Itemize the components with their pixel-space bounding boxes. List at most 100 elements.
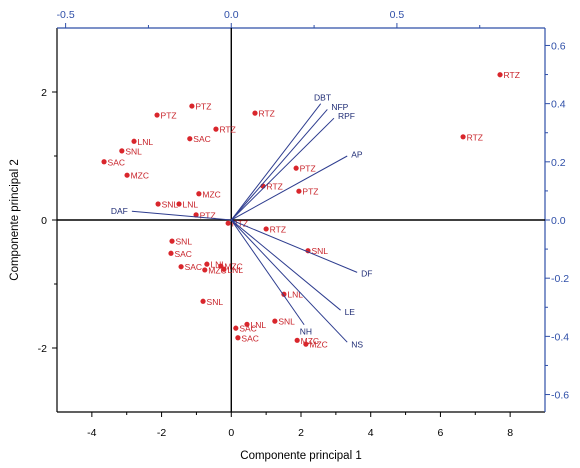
score-label-36: MZC: [309, 340, 327, 350]
loading-label-dbt: DBT: [314, 92, 331, 102]
score-label-29: LNL: [287, 290, 303, 300]
score-point-21: [169, 238, 175, 244]
score-point-16: [155, 201, 161, 207]
score-point-14: [296, 188, 302, 194]
score-point-26: [202, 267, 208, 273]
right-axis-tick-label-1: -0.4: [551, 331, 569, 343]
score-label-22: SAC: [174, 249, 191, 259]
top-axis-tick-label-1: 0.0: [224, 9, 239, 21]
bottom-axis-tick-label-3: 2: [298, 427, 304, 439]
score-point-34: [235, 335, 241, 341]
score-point-7: [187, 136, 193, 142]
bottom-axis-tick-label-6: 8: [507, 427, 513, 439]
loading-vector-rpf: [230, 117, 335, 221]
score-point-30: [200, 298, 206, 304]
right-axis-tick-label-6: 0.6: [551, 40, 566, 52]
loading-label-le: LE: [345, 307, 356, 317]
score-label-30: SNL: [207, 297, 224, 307]
score-point-33: [233, 325, 239, 331]
score-label-9: SNL: [125, 146, 142, 156]
score-point-1: [497, 72, 503, 78]
score-label-35: MZC: [301, 336, 319, 346]
score-label-24: SAC: [185, 262, 202, 272]
score-point-11: [124, 172, 130, 178]
right-axis-tick-label-4: 0.2: [551, 157, 566, 169]
top-axis-tick-label-0: -0.5: [57, 9, 75, 21]
score-point-8: [131, 138, 137, 144]
loading-vector-le: [230, 219, 341, 311]
bottom-axis-tick-label-4: 4: [368, 427, 374, 439]
y-axis-title: Componente principal 2: [9, 159, 21, 280]
score-label-7: SAC: [193, 134, 210, 144]
left-axis-tick-label-2: 2: [41, 87, 47, 99]
score-label-17: LNL: [183, 200, 199, 210]
score-label-8: LNL: [138, 137, 154, 147]
score-point-5: [154, 112, 160, 118]
loading-vector-nfp: [230, 109, 328, 221]
score-label-16: SNL: [162, 200, 179, 210]
score-label-27: MZC: [224, 262, 242, 272]
score-label-6: RTZ: [219, 125, 235, 135]
loading-vector-ns: [230, 219, 348, 343]
loading-label-nfp: NFP: [331, 102, 348, 112]
loading-label-ap: AP: [351, 150, 363, 160]
score-point-9: [119, 148, 125, 154]
loading-label-nh: NH: [300, 326, 312, 336]
top-axis-tick-label-2: 0.5: [390, 9, 405, 21]
score-point-4: [189, 103, 195, 109]
loading-label-rpf: RPF: [338, 111, 355, 121]
loading-label-df: DF: [361, 269, 372, 279]
loading-vector-df: [231, 219, 358, 273]
bottom-axis-tick-label-0: -4: [87, 427, 96, 439]
score-label-1: RTZ: [504, 70, 520, 80]
left-axis-tick-label-1: 0: [41, 215, 47, 227]
score-label-28: LNL: [227, 265, 243, 275]
score-label-12: PTZ: [300, 164, 316, 174]
loading-vector-ap: [231, 155, 348, 221]
score-point-6: [213, 126, 219, 132]
score-point-18: [193, 212, 199, 218]
score-point-25: [204, 261, 210, 267]
score-point-10: [101, 159, 107, 165]
score-label-3: RTZ: [258, 109, 274, 119]
right-axis-tick-label-2: -0.2: [551, 273, 569, 285]
left-axis-tick-label-0: -2: [38, 343, 47, 355]
score-label-31: SNL: [278, 317, 295, 327]
score-point-31: [272, 318, 278, 324]
score-label-11: MZC: [131, 171, 149, 181]
loading-vector-daf: [131, 210, 232, 221]
score-label-5: PTZ: [161, 111, 177, 121]
score-point-3: [252, 110, 258, 116]
score-point-17: [176, 201, 182, 207]
score-label-13: RTZ: [267, 182, 283, 192]
axes-layer: -4 -2 0 2 4 6 8 -2 0 2 -0.5 0.0 0.5 -0.6 -0.4 -0.2 0.0 0.…: [38, 9, 570, 439]
score-point-36: [303, 341, 309, 347]
score-point-28: [221, 266, 227, 272]
score-label-32: LNL: [250, 320, 266, 330]
score-point-27: [218, 263, 224, 269]
score-label-25: LNL: [210, 260, 226, 270]
score-label-10: SAC: [108, 157, 125, 167]
score-label-14: PTZ: [302, 187, 318, 197]
loading-vector-dbt: [230, 103, 322, 221]
loading-label-ns: NS: [351, 339, 363, 349]
loading-vector-nh: [230, 219, 305, 326]
x-axis-title: Componente principal 1: [240, 450, 361, 462]
score-label-33: SAC: [239, 324, 256, 334]
right-axis-tick-label-3: 0.0: [551, 215, 566, 227]
score-point-24: [178, 264, 184, 270]
score-point-20: [263, 226, 269, 232]
score-label-34: SAC: [241, 333, 258, 343]
score-label-18: PTZ: [200, 210, 216, 220]
loading-label-daf: DAF: [111, 206, 128, 216]
score-label-23: SNL: [311, 246, 328, 256]
score-point-19: [225, 220, 231, 226]
score-label-26: MZC: [208, 265, 226, 275]
score-label-4: PTZ: [195, 102, 211, 112]
score-point-12: [293, 165, 299, 171]
score-label-15: MZC: [202, 189, 220, 199]
score-point-2: [460, 134, 466, 140]
score-label-21: SNL: [176, 237, 193, 247]
bottom-axis-tick-label-2: 0: [228, 427, 234, 439]
